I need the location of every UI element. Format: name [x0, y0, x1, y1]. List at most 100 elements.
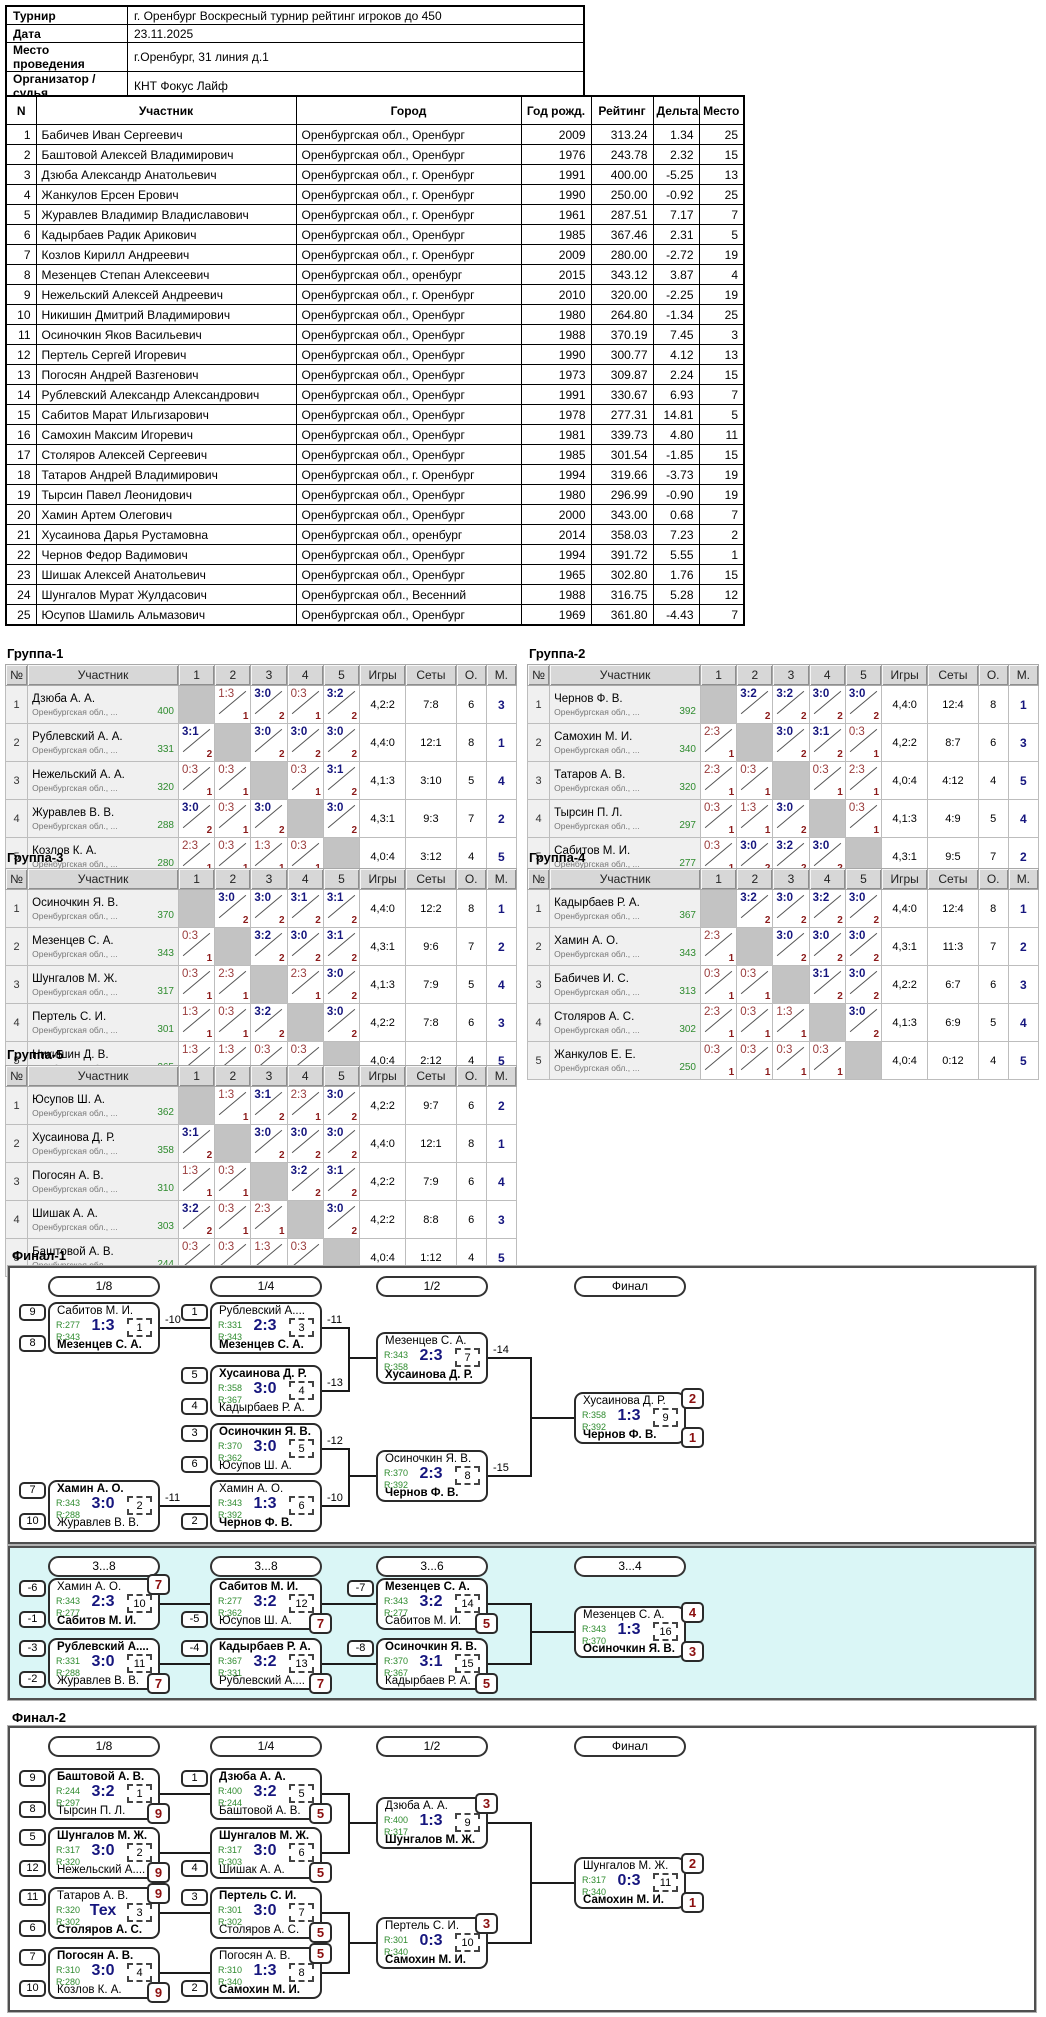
set-score: 3:0 — [254, 726, 272, 738]
place-badge: 3 — [475, 1913, 498, 1934]
info-label: Место проведения — [5, 42, 128, 72]
cell-year: 1965 — [520, 564, 592, 585]
cell-sets: 0:12 — [927, 1041, 979, 1080]
cell-place: 4 — [698, 264, 745, 285]
player-rating: 280 — [157, 858, 174, 869]
column-header: Сеты — [927, 664, 979, 686]
score-cell: 0:3 1 — [699, 1041, 738, 1080]
match-points: 2 — [801, 749, 807, 760]
cell-year: 1985 — [520, 444, 592, 465]
cell-delta: 4.80 — [652, 424, 700, 445]
cell-points: 7 — [455, 927, 487, 966]
cell-place: 1 — [1007, 685, 1040, 724]
set-score: 0:3 — [740, 764, 757, 776]
match-points: 1 — [764, 1029, 771, 1040]
cell-city: Оренбургская обл., оренбург — [295, 524, 522, 545]
connector-line — [530, 1357, 532, 1419]
connector-line — [160, 1793, 210, 1795]
connector-line — [348, 1357, 350, 1392]
cell-n: 4 — [526, 799, 551, 838]
cell-player: Шунгалов М. Ж. Оренбургская обл., ... 317 — [27, 965, 179, 1004]
score-cell: 3:0 2 — [844, 965, 883, 1004]
match-points: 1 — [279, 1226, 285, 1237]
player-bottom: Рублевский А.... — [219, 1675, 305, 1687]
cell-delta: -5.25 — [652, 164, 700, 185]
match-points: 1 — [873, 787, 880, 798]
participant-row: 18 Татаров Андрей Владимирович Оренбургска… — [5, 464, 745, 485]
cell-year: 1990 — [520, 344, 592, 365]
player-bottom: Шунгалов М. Ж. — [385, 1834, 476, 1846]
cell-sets: 7:9 — [405, 1162, 457, 1201]
set-score: 3:2 — [776, 688, 794, 700]
cell-n: 3 — [4, 1162, 29, 1201]
score-cell: 2:3 1 — [699, 927, 738, 966]
cell-sets: 7:8 — [405, 685, 457, 724]
set-score: 2:3 — [290, 968, 307, 980]
match-number: 13 — [289, 1654, 314, 1673]
participant-row: 9 Нежельский Алексей Андреевич Оренбургска… — [5, 284, 745, 305]
connector-line — [530, 1417, 532, 1477]
place-badge: 5 — [309, 1803, 332, 1824]
score-cell — [699, 685, 738, 724]
set-score: 0:3 — [290, 688, 307, 700]
match-points: 1 — [728, 953, 735, 964]
player-top: Кадырбаев Р. А. — [219, 1641, 311, 1653]
set-score: 3:1 — [326, 764, 344, 776]
cell-points: 8 — [455, 723, 487, 762]
cell-n: 5 — [5, 204, 37, 225]
match-points: 1 — [837, 787, 843, 798]
match-number: 10 — [127, 1594, 152, 1613]
column-header: О. — [977, 868, 1009, 890]
match-points: 2 — [279, 915, 285, 926]
cell-n: 4 — [4, 1003, 29, 1042]
match-points: 1 — [315, 991, 321, 1002]
participant-row: 25 Юсупов Шамиль Альмазович Оренбургская о… — [5, 604, 745, 626]
score-cell: 3:0 2 — [250, 723, 288, 762]
cell-n: 13 — [5, 364, 37, 385]
rating-top: R:331 — [56, 1656, 81, 1666]
column-header: 2 — [214, 1065, 252, 1087]
cell-sets: 4:12 — [927, 761, 979, 800]
player-rating: 320 — [157, 782, 174, 793]
column-header: 3 — [772, 664, 810, 686]
cell-delta: 2.32 — [652, 144, 700, 165]
group-row: 2 Самохин М. И. Оренбургская обл., ... 340 2… — [526, 723, 1040, 762]
seed-box: 9 — [19, 1770, 46, 1787]
bracket-title: Финал-1 — [12, 1248, 66, 1263]
match-points: 2 — [873, 953, 880, 964]
group-row: 4 Шишак А. А. Оренбургская обл., ... 303 3:2… — [4, 1200, 518, 1239]
score-cell: 0:3 1 — [736, 1041, 774, 1080]
column-header: Участник — [27, 1065, 179, 1087]
match-points: 2 — [351, 1226, 358, 1237]
cell-delta: 1.34 — [652, 124, 700, 145]
match-number: 4 — [127, 1963, 152, 1982]
match-points: 1 — [206, 787, 213, 798]
cell-points: 6 — [455, 1162, 487, 1201]
match-box: Шунгалов М. Ж. 2 Самохин М. И. 1 R:317 R:340 0… — [574, 1853, 704, 1913]
rating-top: R:277 — [218, 1596, 243, 1606]
cell-place: 13 — [698, 164, 745, 185]
group-title: Группа-5 — [7, 1047, 64, 1062]
player-region: Оренбургская обл., ... — [32, 1108, 118, 1118]
score-cell — [736, 723, 774, 762]
player-rating: 288 — [157, 820, 174, 831]
match-points: 2 — [315, 915, 321, 926]
column-header: М. — [1007, 868, 1040, 890]
group-row: 3 Нежельский А. А. Оренбургская обл., ... 3… — [4, 761, 518, 800]
round-pill: 1/8 — [48, 1736, 160, 1757]
connector-line — [348, 1912, 350, 1944]
score-cell: 3:0 2 — [844, 927, 883, 966]
score-cell: 3:0 2 — [844, 1003, 883, 1042]
player-name: Погосян А. В. — [32, 1170, 104, 1182]
cell-name: Чернов Федор Вадимович — [35, 544, 297, 565]
cell-place: 13 — [698, 344, 745, 365]
column-header: 4 — [808, 868, 846, 890]
match-number: 3 — [127, 1903, 152, 1922]
connector-line — [348, 1822, 350, 1854]
set-score: 3:2 — [326, 688, 344, 700]
cell-year: 1988 — [520, 584, 592, 605]
cell-sets: 6:9 — [927, 1003, 979, 1042]
cell-place: 2 — [485, 1086, 518, 1125]
match-score: 3:2 — [253, 1653, 277, 1670]
match-box: Баштовой А. В. 9 Тырсин П. Л. 8 9 R:244 R:297 3… — [19, 1768, 170, 1824]
